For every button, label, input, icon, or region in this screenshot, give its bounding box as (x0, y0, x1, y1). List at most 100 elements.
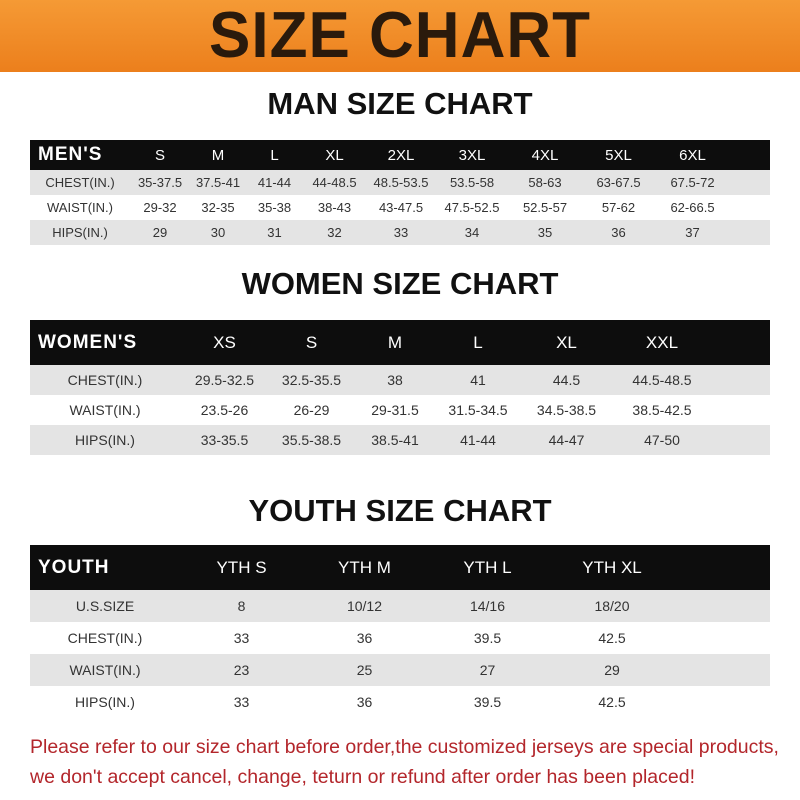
cell: 31.5-34.5 (448, 402, 508, 418)
size-header: 2XL (387, 146, 415, 164)
cell: 27 (479, 662, 496, 678)
size-header: M (211, 146, 225, 164)
size-header: 4XL (531, 146, 559, 164)
header-label: WOMEN'S (38, 331, 138, 353)
men-title: MAN SIZE CHART (267, 86, 533, 121)
note-line-2: we don't accept cancel, change, teturn o… (30, 766, 695, 788)
cell: 52.5-57 (522, 200, 568, 215)
cell: 44.5-48.5 (632, 372, 692, 388)
row-label: HIPS(IN.) (75, 432, 135, 448)
cell: 29 (604, 662, 620, 678)
men-table: MEN'S S M L XL 2XL 3XL 4XL 5XL 6XL CHEST(IN.) 35-37… (30, 140, 770, 245)
cell: 37 (685, 225, 700, 240)
cell: 47.5-52.5 (444, 200, 500, 215)
cell: 35 (537, 225, 553, 240)
table-row: U.S.SIZE 8 10/12 14/16 18/20 (30, 590, 770, 622)
cell: 8 (237, 598, 246, 614)
cell: 42.5 (598, 694, 626, 710)
cell: 32.5-35.5 (281, 372, 342, 388)
row-label: CHEST(IN.) (67, 630, 143, 646)
women-table: WOMEN'S XS S M L XL XXL CHEST(IN.) 29.5-32.5 32.5… (30, 320, 770, 455)
cell: 33 (233, 630, 250, 646)
cell: 53.5-58 (449, 175, 495, 190)
cell: 37.5-41 (195, 175, 241, 190)
cell: 26-29 (293, 402, 330, 418)
header-label: MEN'S (38, 144, 103, 165)
cell: 38.5-41 (371, 432, 419, 448)
cell: 33-35.5 (200, 432, 249, 448)
cell: 32 (327, 225, 342, 240)
size-header: M (387, 332, 403, 352)
size-header: YTH XL (582, 557, 642, 577)
size-header: 3XL (458, 146, 486, 164)
cell: 41-44 (460, 432, 496, 448)
row-label: U.S.SIZE (75, 598, 135, 614)
header-label: YOUTH (38, 556, 110, 578)
cell: 29-31.5 (371, 402, 419, 418)
cell: 38-43 (317, 200, 352, 215)
cell: 35-38 (257, 200, 292, 215)
row-label: HIPS(IN.) (52, 225, 108, 240)
cell: 36 (356, 694, 373, 710)
cell: 31 (267, 225, 282, 240)
cell: 36 (611, 225, 626, 240)
size-header: XXL (645, 332, 679, 352)
cell: 39.5 (473, 630, 502, 646)
size-header: L (473, 332, 483, 352)
table-header-row: WOMEN'S XS S M L XL XXL (30, 320, 770, 365)
size-header: XL (325, 146, 344, 164)
size-header: YTH S (216, 557, 267, 577)
table-header-row: YOUTH YTH S YTH M YTH L YTH XL (30, 545, 770, 590)
table-row: HIPS(IN.) 33 36 39.5 42.5 (30, 686, 770, 718)
cell: 32-35 (201, 200, 235, 215)
row-label: CHEST(IN.) (67, 372, 143, 388)
size-header: L (270, 146, 279, 164)
table-row: HIPS(IN.) 33-35.5 35.5-38.5 38.5-41 41-44 44-… (30, 425, 770, 455)
row-label: WAIST(IN.) (69, 662, 141, 678)
row-label: WAIST(IN.) (47, 200, 113, 215)
cell: 14/16 (469, 598, 506, 614)
cell: 44-48.5 (312, 175, 357, 190)
table-row: CHEST(IN.) 29.5-32.5 32.5-35.5 38 41 44.5 44.5… (30, 365, 770, 395)
banner: SIZE CHART (0, 0, 800, 72)
size-header: YTH L (463, 557, 512, 577)
size-header: XS (213, 332, 236, 352)
cell: 67.5-72 (670, 175, 715, 190)
cell: 36 (356, 630, 373, 646)
table-row: CHEST(IN.) 35-37.5 37.5-41 41-44 44-48.5 48.5… (30, 170, 770, 195)
women-title: WOMEN SIZE CHART (241, 266, 559, 301)
size-header: 5XL (605, 146, 632, 164)
table-row: WAIST(IN.) 29-32 32-35 35-38 38-43 43-47.5 47.… (30, 195, 770, 220)
table-row: CHEST(IN.) 33 36 39.5 42.5 (30, 622, 770, 654)
banner-title: SIZE CHART (209, 0, 591, 72)
cell: 44.5 (552, 372, 581, 388)
cell: 58-63 (528, 175, 562, 190)
cell: 44-47 (548, 432, 585, 448)
cell: 18/20 (594, 598, 630, 614)
cell: 47-50 (644, 432, 680, 448)
cell: 29 (152, 225, 168, 240)
table-row: HIPS(IN.) 29 30 31 32 33 34 35 36 37 (30, 220, 770, 245)
cell: 33 (233, 694, 250, 710)
cell: 63-67.5 (596, 175, 641, 190)
cell: 38.5-42.5 (632, 402, 692, 418)
cell: 33 (393, 225, 409, 240)
cell: 41 (470, 372, 486, 388)
size-header: 6XL (679, 146, 706, 164)
cell: 39.5 (473, 694, 502, 710)
cell: 57-62 (601, 200, 636, 215)
size-header: XL (556, 332, 577, 352)
cell: 23.5-26 (200, 402, 249, 418)
cell: 48.5-53.5 (373, 175, 429, 190)
cell: 34.5-38.5 (536, 402, 597, 418)
cell: 35.5-38.5 (281, 432, 342, 448)
table-row: WAIST(IN.) 23 25 27 29 (30, 654, 770, 686)
cell: 34 (464, 225, 480, 240)
cell: 29.5-32.5 (194, 372, 255, 388)
cell: 29-32 (143, 200, 177, 215)
cell: 30 (210, 225, 226, 240)
size-header: YTH M (338, 557, 391, 577)
cell: 42.5 (598, 630, 626, 646)
size-header: S (305, 332, 318, 352)
table-row: WAIST(IN.) 23.5-26 26-29 29-31.5 31.5-34.5 34… (30, 395, 770, 425)
